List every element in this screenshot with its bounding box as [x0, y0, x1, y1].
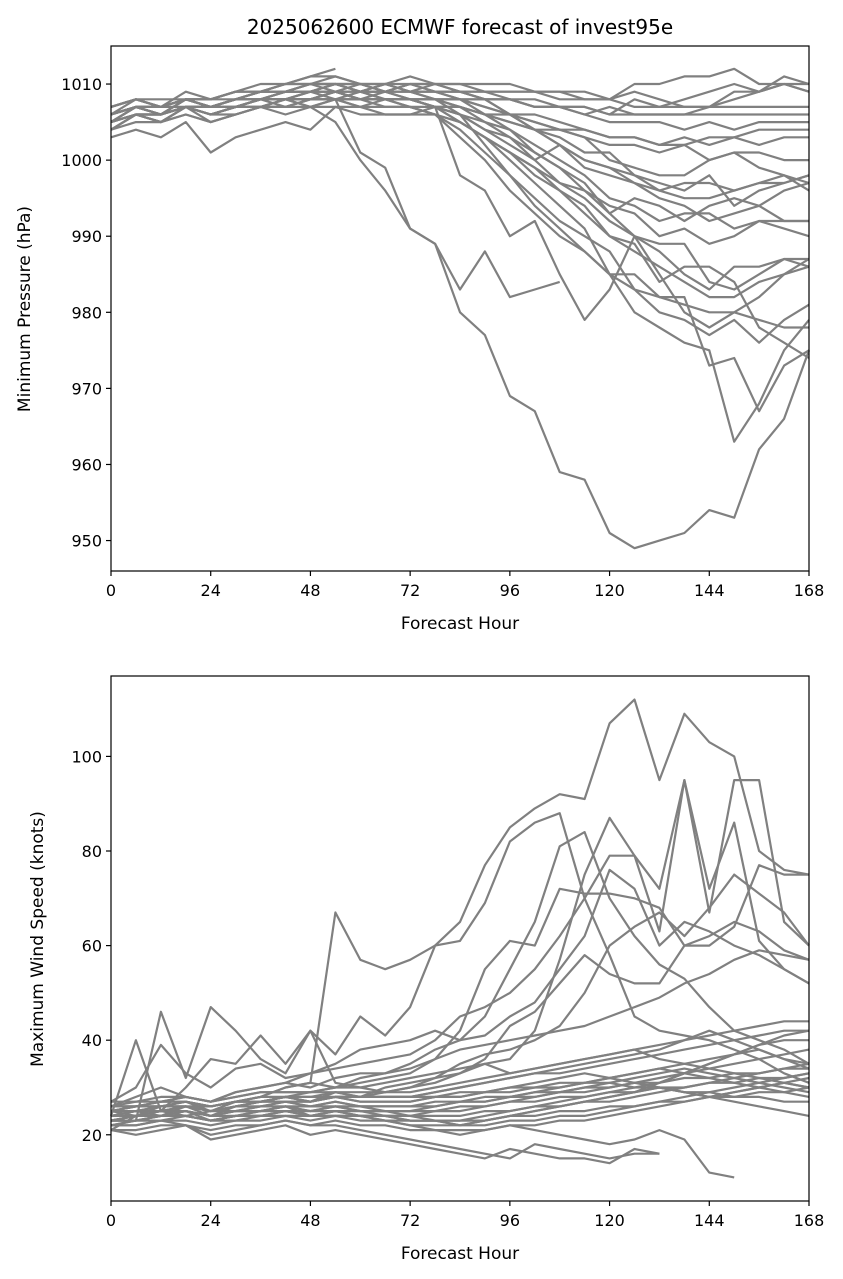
pressure-x-tick-label: 144	[694, 581, 725, 600]
pressure-y-tick-label: 990	[71, 227, 102, 246]
wind-y-tick-label: 20	[82, 1126, 102, 1145]
pressure-x-tick-label: 168	[794, 581, 825, 600]
wind-series-line-5	[109, 698, 810, 1117]
pressure-x-tick-label: 96	[500, 581, 520, 600]
wind-series-group	[109, 698, 810, 1179]
wind-x-tick-label: 24	[201, 1211, 221, 1230]
pressure-x-ticks: 0 24 48 72 96 120 144 168	[106, 571, 824, 600]
wind-chart: 20 40 60 80 100 0 24 48 72 96 120 144 168 Forecast …	[28, 675, 824, 1264]
wind-x-tick-label: 120	[594, 1211, 625, 1230]
pressure-series-line-25	[110, 82, 810, 108]
pressure-x-tick-label: 48	[300, 581, 320, 600]
wind-x-ticks: 0 24 48 72 96 120 144 168	[106, 1201, 824, 1230]
chart-title: 2025062600 ECMWF forecast of invest95e	[247, 15, 673, 39]
pressure-y-tick-label: 1010	[61, 75, 102, 94]
pressure-x-tick-label: 120	[594, 581, 625, 600]
wind-y-tick-label: 40	[82, 1031, 102, 1050]
wind-series-line-11	[111, 1119, 660, 1160]
pressure-y-axis-label: Minimum Pressure (hPa)	[15, 206, 35, 412]
wind-series-line-29	[111, 1072, 810, 1117]
wind-series-line-32	[111, 1081, 809, 1108]
pressure-series-group	[110, 67, 811, 550]
wind-y-axis-label: Maximum Wind Speed (knots)	[28, 811, 48, 1067]
wind-series-line-8	[110, 873, 810, 1132]
pressure-x-tick-label: 0	[106, 581, 116, 600]
wind-y-tick-label: 60	[82, 937, 102, 956]
wind-x-tick-label: 72	[400, 1211, 420, 1230]
pressure-y-tick-label: 960	[71, 455, 102, 474]
pressure-y-ticks: 950 960 970 980 990 1000 1010	[61, 75, 111, 551]
pressure-y-tick-label: 1000	[61, 151, 102, 170]
wind-y-tick-label: 80	[82, 842, 102, 861]
pressure-y-tick-label: 980	[71, 303, 102, 322]
wind-x-tick-label: 0	[106, 1211, 116, 1230]
pressure-x-tick-label: 72	[400, 581, 420, 600]
pressure-y-tick-label: 970	[71, 379, 102, 398]
wind-x-tick-label: 168	[794, 1211, 825, 1230]
wind-x-tick-label: 144	[694, 1211, 725, 1230]
wind-y-tick-label: 100	[71, 747, 102, 766]
pressure-x-axis-label: Forecast Hour	[401, 614, 519, 634]
wind-series-line-24	[111, 1072, 810, 1127]
wind-series-line-12	[110, 1124, 660, 1165]
wind-x-tick-label: 48	[300, 1211, 320, 1230]
wind-series-line-30	[111, 1067, 809, 1113]
pressure-plot-frame	[110, 45, 810, 572]
wind-series-line-27	[111, 1020, 809, 1103]
pressure-x-tick-label: 24	[201, 581, 221, 600]
pressure-series-line-30	[110, 98, 809, 245]
wind-series-line-21	[110, 1067, 810, 1122]
wind-x-axis-label: Forecast Hour	[401, 1244, 519, 1264]
wind-series-line-9	[110, 949, 810, 1113]
wind-plot-frame	[110, 675, 810, 1202]
pressure-series-line-29	[110, 67, 809, 116]
pressure-y-tick-label: 950	[71, 532, 102, 551]
wind-y-ticks: 20 40 60 80 100	[71, 747, 111, 1145]
pressure-series-line-26	[110, 105, 809, 329]
wind-series-line-31	[111, 1086, 810, 1122]
pressure-chart: 2025062600 ECMWF forecast of invest95e 9…	[15, 15, 824, 634]
wind-x-tick-label: 96	[500, 1211, 520, 1230]
